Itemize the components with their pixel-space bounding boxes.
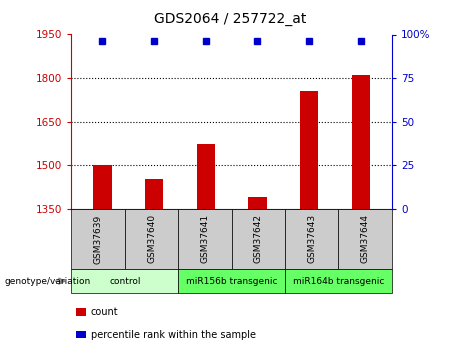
Text: control: control [109,277,141,286]
Text: GSM37639: GSM37639 [94,214,103,264]
Bar [248,197,266,209]
Text: GSM37642: GSM37642 [254,214,263,264]
Text: percentile rank within the sample: percentile rank within the sample [91,330,256,339]
Text: genotype/variation: genotype/variation [5,277,91,286]
Text: count: count [91,307,118,317]
Text: GDS2064 / 257722_at: GDS2064 / 257722_at [154,12,307,26]
Text: GSM37644: GSM37644 [361,214,370,264]
Bar [300,91,318,209]
Text: GSM37643: GSM37643 [307,214,316,264]
Text: miR156b transgenic: miR156b transgenic [186,277,278,286]
Text: GSM37641: GSM37641 [201,214,209,264]
Bar [197,144,215,209]
Bar [352,75,370,209]
Text: GSM37640: GSM37640 [147,214,156,264]
Bar [145,179,163,209]
Text: miR164b transgenic: miR164b transgenic [293,277,384,286]
Bar [94,165,112,209]
